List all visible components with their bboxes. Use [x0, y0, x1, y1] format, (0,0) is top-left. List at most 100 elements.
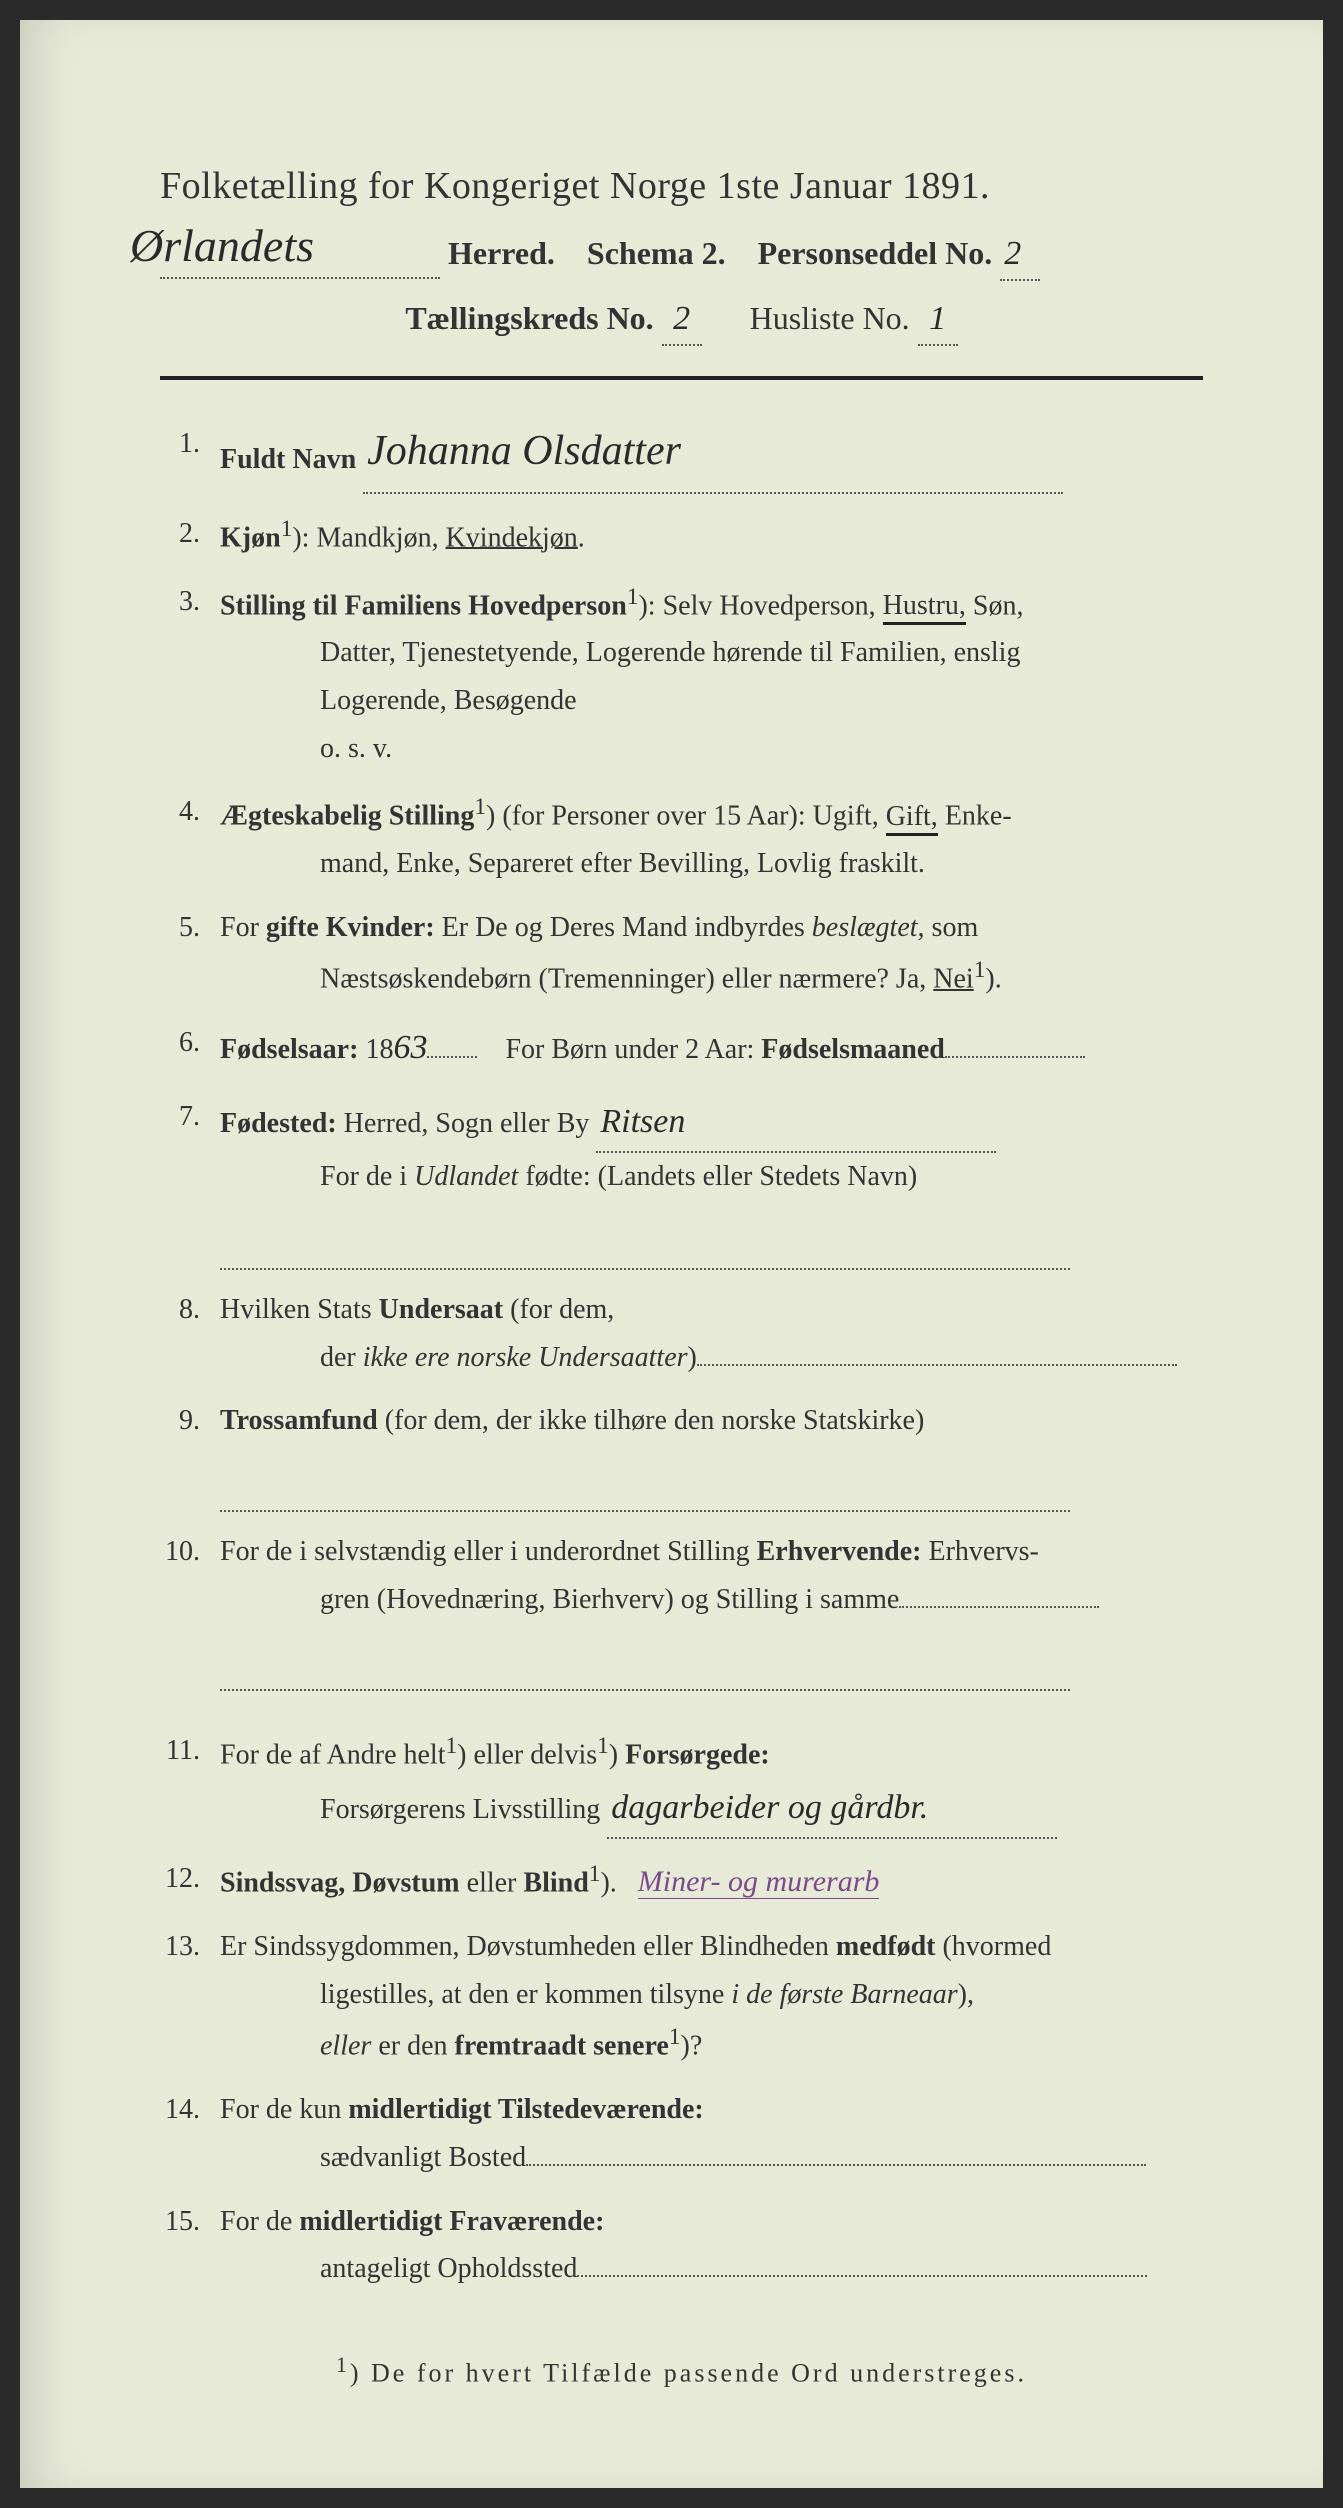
item-content-5: For gifte Kvinder: Er De og Deres Mand i… [220, 904, 1203, 1004]
item-content-8: Hvilken Stats Undersaat (for dem, der ik… [220, 1286, 1203, 1381]
item-2-sup: 1 [281, 516, 293, 542]
item-14-field [526, 2164, 1146, 2166]
item-12-sup: 1 [589, 1861, 601, 1887]
item-6-bold2: Fødselsmaaned [761, 1034, 945, 1065]
item-5-bold1: gifte Kvinder: [266, 912, 435, 943]
item-content-14: For de kun midlertidigt Tilstedeværende:… [220, 2086, 1203, 2181]
item-3: 3. Stilling til Familiens Hovedperson1):… [160, 578, 1203, 773]
item-2-end: . [578, 522, 585, 553]
item-1: 1. Fuldt Navn Johanna Olsdatter [160, 420, 1203, 493]
item-7-line2-wrap: For de i Udlandet fødte: (Landets eller … [220, 1153, 1203, 1201]
item-14: 14. For de kun midlertidigt Tilstedevære… [160, 2086, 1203, 2181]
item-14-line2: sædvanligt Bosted [320, 2142, 526, 2173]
header-line-3: Tællingskreds No. 2 Husliste No. 1 [160, 293, 1203, 346]
item-12-text1: eller [460, 1867, 524, 1898]
footnote: 1) De for hvert Tilfælde passende Ord un… [160, 2353, 1203, 2389]
item-11-field: dagarbeider og gårdbr. [607, 1779, 1057, 1839]
item-10: 10. For de i selvstændig eller i underor… [160, 1528, 1203, 1691]
footnote-text: ) De for hvert Tilfælde passende Ord und… [350, 2358, 1027, 2387]
item-11-value: dagarbeider og gårdbr. [611, 1789, 928, 1826]
item-5-sup: 1 [974, 957, 986, 983]
item-5-end: ). [985, 964, 1001, 995]
item-13-line3b: er den [371, 2031, 454, 2062]
item-num-14: 14. [160, 2086, 220, 2181]
item-13-text1: Er Sindssygdommen, Døvstumheden eller Bl… [220, 1931, 836, 1962]
item-6-monthfield [945, 1056, 1085, 1058]
item-8-text2: (for dem, [503, 1294, 614, 1325]
item-9: 9. Trossamfund (for dem, der ikke tilhør… [160, 1397, 1203, 1512]
item-10-line2-wrap: gren (Hovednæring, Bierhverv) og Stillin… [220, 1576, 1203, 1624]
item-num-1: 1. [160, 420, 220, 493]
item-num-6: 6. [160, 1019, 220, 1077]
item-13-line2a: ligestilles, at den er kommen tilsyne [320, 1979, 731, 2010]
item-13-bold2: fremtraadt senere [455, 2031, 669, 2062]
item-8-line2-wrap: der ikke ere norske Undersaatter) [220, 1334, 1203, 1382]
item-content-9: Trossamfund (for dem, der ikke tilhøre d… [220, 1397, 1203, 1512]
footnote-sup: 1 [336, 2353, 350, 2377]
item-11-text2: ) eller delvis [457, 1740, 597, 1771]
item-5-text2: Er De og Deres Mand indbyrdes [435, 912, 812, 943]
item-2: 2. Kjøn1): Mandkjøn, Kvindekjøn. [160, 510, 1203, 562]
item-8-line2a: der [320, 1342, 363, 1373]
item-13-line3a: eller [320, 2031, 371, 2062]
schema-label: Schema 2. [587, 235, 726, 271]
item-8-text1: Hvilken Stats [220, 1294, 379, 1325]
item-num-9: 9. [160, 1397, 220, 1512]
item-num-13: 13. [160, 1923, 220, 2070]
census-form-page: Folketælling for Kongeriget Norge 1ste J… [20, 20, 1323, 2488]
item-9-text1: (for dem, der ikke tilhøre den norske St… [378, 1405, 925, 1436]
item-8: 8. Hvilken Stats Undersaat (for dem, der… [160, 1286, 1203, 1381]
item-15-text1: For de [220, 2206, 299, 2237]
item-11-text3: ) [609, 1740, 625, 1771]
item-8-line2b: ) [688, 1342, 697, 1373]
personseddel-field: 2 [1000, 228, 1040, 281]
item-6-yearvalue: 63 [393, 1029, 427, 1066]
item-5-text1: For [220, 912, 266, 943]
item-5-italic1: beslægtet, [812, 912, 925, 943]
item-content-15: For de midlertidigt Fraværende: antageli… [220, 2198, 1203, 2293]
item-11-bold1: Forsørgede: [625, 1740, 770, 1771]
item-content-13: Er Sindssygdommen, Døvstumheden eller Bl… [220, 1923, 1203, 2070]
item-3-line2: Datter, Tjenestetyende, Logerende hørend… [220, 629, 1203, 677]
item-6-yearfield [427, 1056, 477, 1058]
item-content-2: Kjøn1): Mandkjøn, Kvindekjøn. [220, 510, 1203, 562]
item-11-line2-wrap: Forsørgerens Livsstilling dagarbeider og… [220, 1779, 1203, 1839]
item-3-line3: Logerende, Besøgende [220, 677, 1203, 725]
item-8-bold1: Undersaat [379, 1294, 503, 1325]
item-content-10: For de i selvstændig eller i underordnet… [220, 1528, 1203, 1691]
item-9-label: Trossamfund [220, 1405, 378, 1436]
item-5-text3: som [925, 912, 979, 943]
item-4-text1: ) (for Personer over 15 Aar): Ugift, [486, 801, 886, 832]
item-7-blankline [220, 1220, 1070, 1270]
item-num-4: 4. [160, 788, 220, 888]
item-6-label: Fødselsaar: [220, 1034, 358, 1065]
item-2-options: ): Mandkjøn, [292, 522, 445, 553]
item-14-line2-wrap: sædvanligt Bosted [220, 2134, 1203, 2182]
item-num-3: 3. [160, 578, 220, 773]
header-divider [160, 376, 1203, 380]
item-12-label: Sindssvag, Døvstum [220, 1867, 460, 1898]
header-line-2: Ørlandets Herred. Schema 2. Personseddel… [160, 228, 1203, 281]
item-2-label: Kjøn [220, 522, 281, 553]
form-header: Folketælling for Kongeriget Norge 1ste J… [160, 160, 1203, 380]
item-10-text1: For de i selvstændig eller i underordnet… [220, 1536, 757, 1567]
item-13-line3-wrap: eller er den fremtraadt senere1)? [220, 2018, 1203, 2070]
item-13-text2: (hvormed [935, 1931, 1051, 1962]
item-num-10: 10. [160, 1528, 220, 1691]
herred-label: Herred. [448, 235, 555, 271]
item-14-text1: For de kun [220, 2094, 348, 2125]
item-num-5: 5. [160, 904, 220, 1004]
item-12-purple: Miner- og murerarb [638, 1865, 880, 1899]
item-7-line2b: fødte: (Landets eller Stedets Navn) [518, 1161, 917, 1192]
kreds-value: 2 [673, 300, 690, 337]
item-13-line2-wrap: ligestilles, at den er kommen tilsyne i … [220, 1971, 1203, 2019]
item-10-text2: Erhvervs- [921, 1536, 1038, 1567]
item-2-selected: Kvindekjøn [446, 522, 578, 553]
item-15: 15. For de midlertidigt Fraværende: anta… [160, 2198, 1203, 2293]
item-8-italic1: ikke ere norske Undersaatter [363, 1342, 688, 1373]
item-13-bold1: medfødt [836, 1931, 936, 1962]
item-11-text1: For de af Andre helt [220, 1740, 446, 1771]
item-3-text1: ): Selv Hovedperson, [638, 590, 882, 621]
personseddel-value: 2 [1004, 235, 1021, 272]
item-content-6: Fødselsaar: 1863 For Børn under 2 Aar: F… [220, 1019, 1203, 1077]
